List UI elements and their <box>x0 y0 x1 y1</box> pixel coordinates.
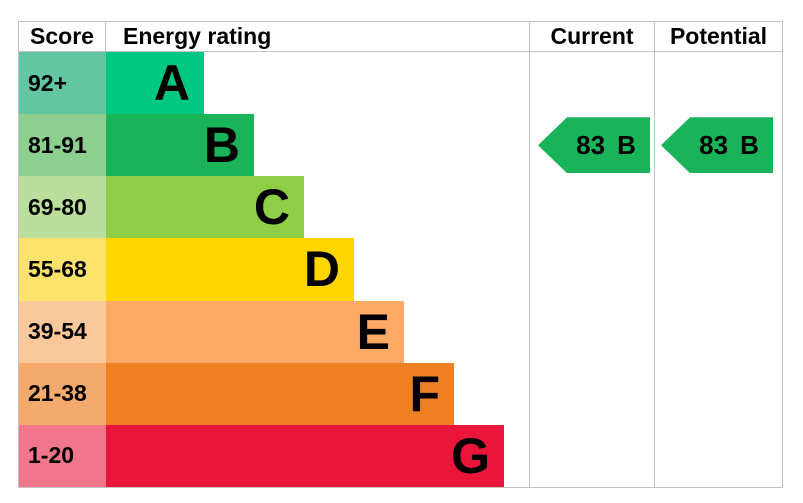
header-energy-rating: Energy rating <box>123 23 272 49</box>
band-rows: 92+ A 81-91 B 83 B 8 <box>19 52 782 487</box>
potential-rating-arrow: 83 B <box>661 117 773 174</box>
score-range-f: 21-38 <box>19 362 106 425</box>
band-bar-c: C <box>106 176 304 239</box>
score-range-b: 81-91 <box>19 114 106 177</box>
score-range-d: 55-68 <box>19 238 106 301</box>
potential-band-letter: B <box>740 129 759 160</box>
score-range-e: 39-54 <box>19 300 106 363</box>
band-row-d: 55-68 D <box>19 238 782 301</box>
header-current: Current <box>529 22 654 51</box>
current-score: 83 <box>576 129 606 160</box>
band-row-c: 69-80 C <box>19 176 782 239</box>
band-bar-f: F <box>106 362 454 425</box>
band-row-e: 39-54 E <box>19 300 782 363</box>
score-range-g: 1-20 <box>19 424 106 487</box>
band-bar-b: B <box>106 114 254 177</box>
current-band-letter: B <box>617 129 636 160</box>
score-range-c: 69-80 <box>19 176 106 239</box>
band-bar-a: A <box>106 52 204 115</box>
table-header-row: Score Energy rating Current Potential <box>19 22 782 52</box>
score-range-a: 92+ <box>19 52 106 115</box>
band-row-b: 81-91 B 83 B 83 B <box>19 114 782 177</box>
band-bar-d: D <box>106 238 354 301</box>
header-potential: Potential <box>654 22 782 51</box>
band-row-g: 1-20 G <box>19 424 782 487</box>
potential-score: 83 <box>699 129 729 160</box>
band-row-f: 21-38 F <box>19 362 782 425</box>
header-score: Score <box>19 22 106 51</box>
band-bar-g: G <box>106 424 504 487</box>
epc-table: Score Energy rating Current Potential 92… <box>18 21 783 488</box>
band-bar-e: E <box>106 300 404 363</box>
current-rating-arrow: 83 B <box>538 117 650 174</box>
band-row-a: 92+ A <box>19 52 782 115</box>
